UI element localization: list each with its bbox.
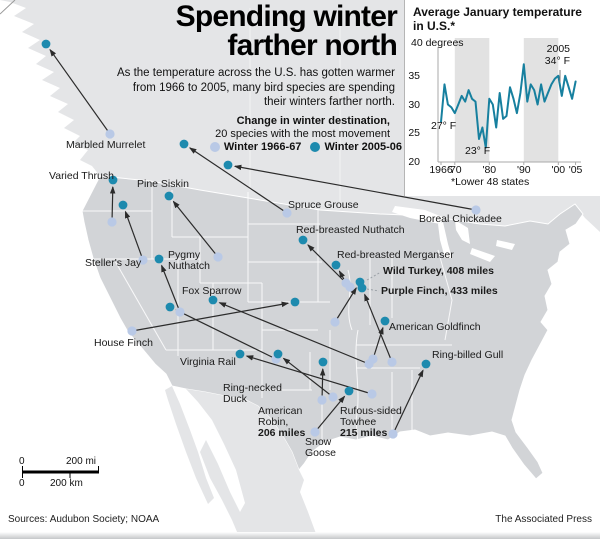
legend-subheading: 20 species with the most movement [215, 128, 390, 140]
dot-winter-2005 [235, 349, 245, 359]
bottom-shadow-strip [0, 532, 600, 539]
scale-bar [22, 466, 99, 478]
dot-winter-2005 [380, 316, 390, 326]
dot-winter-2005 [298, 235, 308, 245]
legend-label-1966: Winter 1966-67 [223, 141, 302, 153]
dot-winter-2005 [357, 283, 367, 293]
dot-winter-2005 [118, 200, 128, 210]
us-landmass [81, 175, 584, 480]
chart-x-tick: '00 [551, 164, 566, 176]
chart-x-tick: '05 [568, 164, 583, 176]
dot-winter-2005 [331, 260, 341, 270]
scale-mi-zero: 0 [19, 456, 25, 467]
dot-winter-1966 [317, 395, 327, 405]
dot-winter-2005 [344, 386, 354, 396]
dot-winter-1966 [282, 208, 292, 218]
dot-winter-2005 [154, 254, 164, 264]
dot-winter-1966 [127, 326, 137, 336]
chart-y-tick: 20 [408, 156, 420, 168]
winter-1966-dot-icon [209, 142, 220, 152]
dot-winter-1966 [387, 357, 397, 367]
legend-items: Winter 1966-67 Winter 2005-06 [209, 141, 402, 153]
chart-annotation-low: 23° F [465, 145, 491, 157]
dot-winter-2005 [223, 160, 233, 170]
intro-text: As the temperature across the U.S. has g… [116, 67, 395, 108]
chart-x-tick: '90 [516, 164, 531, 176]
legend-label-2005: Winter 2005-06 [324, 141, 402, 153]
scale-km-label: 200 km [50, 478, 83, 489]
temperature-line-chart [437, 38, 581, 165]
chart-footnote: *Lower 48 states [451, 176, 530, 188]
dot-winter-1966 [364, 359, 374, 369]
dot-winter-1966 [367, 389, 377, 399]
scale-mi-label: 200 mi [66, 456, 97, 467]
chart-x-tick: '80 [482, 164, 497, 176]
dot-winter-1966 [330, 317, 340, 327]
dot-winter-2005 [165, 302, 175, 312]
label-leader-lines [366, 271, 382, 292]
dot-winter-1966 [138, 255, 148, 265]
mexico-landmass [165, 386, 318, 539]
province-borders [249, 8, 341, 209]
dot-winter-1966 [310, 427, 320, 437]
dot-winter-1966 [107, 217, 117, 227]
chart-x-tick: '70 [447, 164, 462, 176]
dot-winter-2005 [421, 359, 431, 369]
chart-annotation-1966: 27° F [431, 120, 457, 132]
sources-credit: Sources: Audubon Society; NOAA [8, 514, 160, 525]
dot-winter-1966 [213, 252, 223, 262]
page-title: Spending winter farther north [175, 0, 398, 62]
scale-km-zero: 0 [19, 478, 25, 489]
dot-winter-1966 [341, 278, 351, 288]
ap-credit: The Associated Press [495, 514, 592, 525]
chart-y-tick: 35 [408, 69, 420, 82]
dot-winter-2005 [273, 349, 283, 359]
chart-x-tick: 1966 [429, 164, 453, 176]
dot-winter-1966 [175, 307, 185, 317]
dot-winter-1966 [471, 205, 481, 215]
temperature-chart-panel: Average January temperature in U.S.* 40 … [404, 0, 600, 196]
chart-title: Average January temperature in U.S.* [413, 5, 582, 33]
dot-winter-2005 [108, 175, 118, 185]
great-lakes [392, 206, 515, 262]
dot-winter-2005 [290, 297, 300, 307]
dot-winter-1966 [388, 429, 398, 439]
destination-dots [41, 39, 481, 439]
dot-winter-1966 [105, 129, 115, 139]
dot-winter-2005 [318, 357, 328, 367]
chart-y-tick: 25 [408, 127, 420, 140]
dot-winter-2005 [179, 139, 189, 149]
legend-heading: Change in winter destination, [236, 115, 390, 127]
dot-winter-1966 [328, 392, 338, 402]
chart-annotation-2005: 2005 34° F [544, 43, 570, 67]
winter-2005-dot-icon [310, 142, 321, 152]
dot-winter-2005 [41, 39, 51, 49]
dot-winter-2005 [164, 191, 174, 201]
chart-y-tick: 30 [408, 98, 420, 111]
chart-top-axis-label: 40 degrees [411, 37, 464, 49]
corner-mark [0, 0, 16, 15]
dot-winter-2005 [208, 295, 218, 305]
migration-arrows [49, 48, 477, 435]
